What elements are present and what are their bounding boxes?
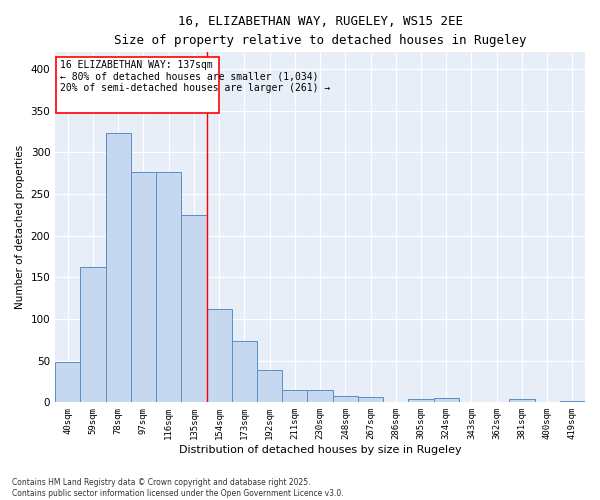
Text: 16 ELIZABETHAN WAY: 137sqm: 16 ELIZABETHAN WAY: 137sqm [60, 60, 213, 70]
Bar [181, 215, 206, 402]
Bar [80, 266, 106, 402]
Bar [106, 133, 131, 402]
Bar [509, 399, 535, 402]
Bar [156, 172, 181, 402]
Bar [206, 309, 232, 402]
FancyBboxPatch shape [56, 56, 219, 113]
Bar [409, 399, 434, 402]
Bar [131, 172, 156, 402]
Bar [434, 398, 459, 402]
Bar [282, 390, 307, 402]
X-axis label: Distribution of detached houses by size in Rugeley: Distribution of detached houses by size … [179, 445, 461, 455]
Y-axis label: Number of detached properties: Number of detached properties [15, 146, 25, 310]
Title: 16, ELIZABETHAN WAY, RUGELEY, WS15 2EE
Size of property relative to detached hou: 16, ELIZABETHAN WAY, RUGELEY, WS15 2EE S… [114, 15, 526, 47]
Bar [358, 396, 383, 402]
Bar [560, 400, 585, 402]
Bar [55, 362, 80, 403]
Text: Contains HM Land Registry data © Crown copyright and database right 2025.
Contai: Contains HM Land Registry data © Crown c… [12, 478, 344, 498]
Text: 20% of semi-detached houses are larger (261) →: 20% of semi-detached houses are larger (… [60, 83, 331, 93]
Text: ← 80% of detached houses are smaller (1,034): ← 80% of detached houses are smaller (1,… [60, 72, 319, 82]
Bar [332, 396, 358, 402]
Bar [257, 370, 282, 402]
Bar [232, 340, 257, 402]
Bar [307, 390, 332, 402]
